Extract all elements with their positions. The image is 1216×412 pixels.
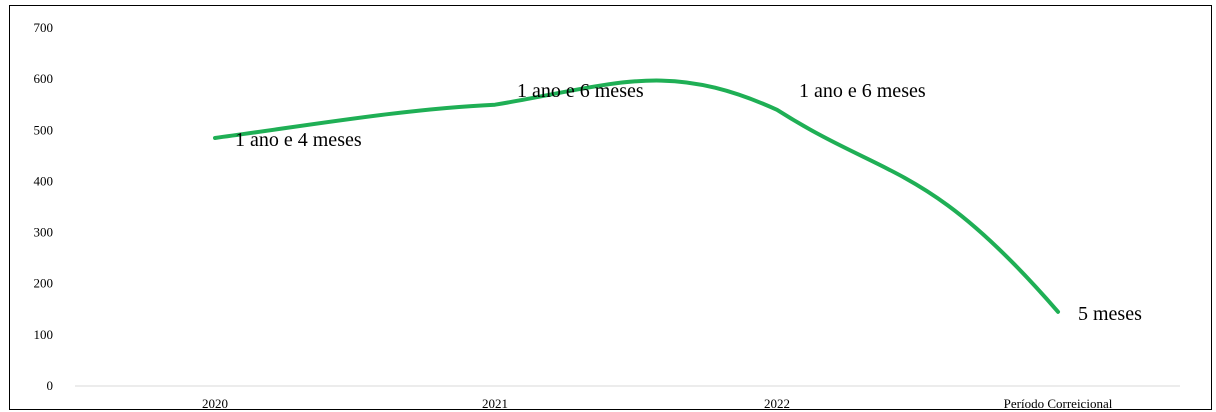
data-label: 5 meses [1078, 303, 1142, 325]
y-tick-label: 600 [34, 71, 54, 86]
chart-frame [9, 5, 1212, 410]
data-label: 1 ano e 4 meses [235, 129, 362, 151]
x-tick-label: 2022 [764, 396, 790, 411]
y-tick-label: 200 [34, 276, 54, 291]
y-tick-label: 700 [34, 20, 54, 35]
y-axis: 0 100 200 300 400 500 600 700 [34, 20, 1180, 393]
x-tick-label: 2020 [202, 396, 228, 411]
y-tick-label: 0 [47, 378, 54, 393]
data-label: 1 ano e 6 meses [517, 80, 644, 102]
y-tick-label: 300 [34, 225, 54, 240]
x-tick-label: 2021 [482, 396, 508, 411]
data-label: 1 ano e 6 meses [799, 80, 926, 102]
x-axis: 2020 2021 2022 Período Correicional [202, 396, 1113, 411]
x-tick-label: Período Correicional [1004, 396, 1113, 411]
y-tick-label: 100 [34, 327, 54, 342]
series-line [213, 78, 1060, 314]
y-tick-label: 400 [34, 173, 54, 188]
y-tick-label: 500 [34, 122, 54, 137]
data-labels: 1 ano e 4 meses 1 ano e 6 meses 1 ano e 6 … [235, 80, 1142, 325]
series-group [213, 78, 1060, 314]
